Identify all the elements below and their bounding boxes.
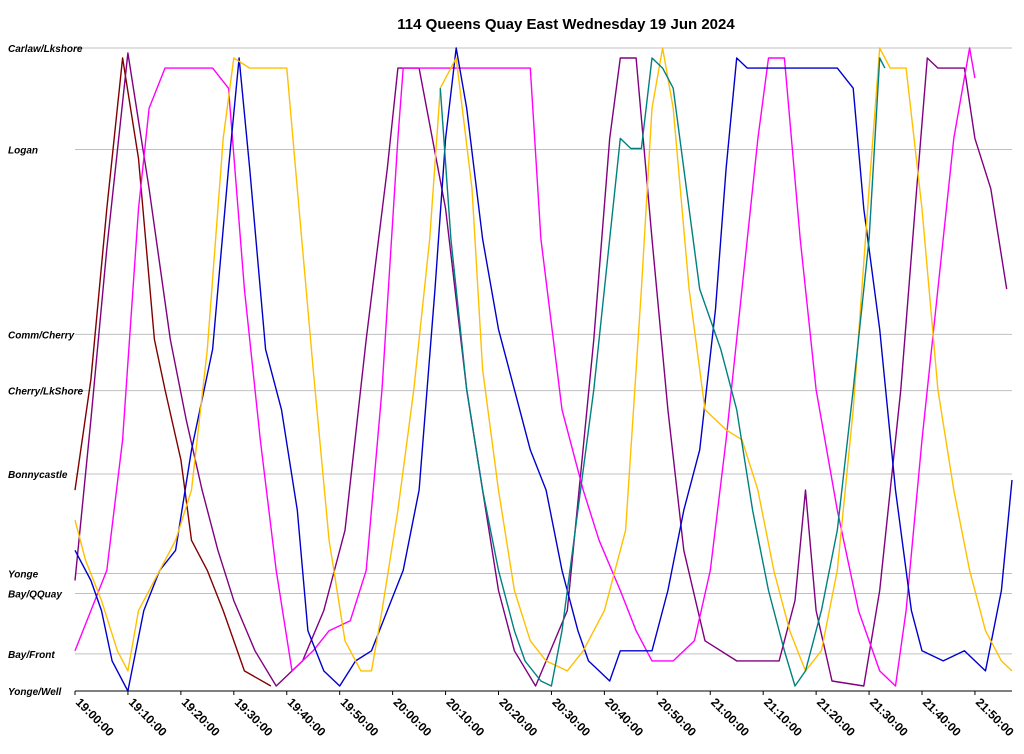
time-label: 21:20:00 (814, 695, 858, 739)
vehicle-trace-6 (439, 57, 886, 687)
chart-title: 114 Queens Quay East Wednesday 19 Jun 20… (397, 16, 735, 33)
time-labels: 19:00:00 19:10:00 19:20:00 19:30:00 19:40:00… (73, 691, 1017, 739)
stop-label-cherry-lkshore: Cherry/LkShore (8, 387, 83, 398)
stop-label-carlaw-lkshore: Carlaw/Lkshore (8, 44, 83, 55)
time-label: 19:10:00 (126, 695, 170, 739)
stop-label-yonge: Yonge (8, 569, 39, 580)
stop-label-bay-qquay: Bay/QQuay (8, 590, 62, 601)
series-lines (74, 47, 1013, 692)
vehicle-trace-1 (74, 57, 272, 687)
time-label: 19:40:00 (285, 695, 329, 739)
time-label: 20:20:00 (496, 695, 540, 739)
stop-label-bonnycastle: Bonnycastle (8, 470, 68, 481)
time-label: 20:00:00 (391, 695, 435, 739)
stop-label-logan: Logan (8, 145, 38, 156)
time-label: 20:40:00 (602, 695, 646, 739)
time-label: 19:20:00 (179, 695, 223, 739)
time-label: 21:30:00 (867, 695, 911, 739)
vehicle-trace-4 (74, 47, 1013, 692)
vehicle-trace-3 (74, 47, 976, 687)
stop-label-comm-cherry: Comm/Cherry (8, 330, 75, 341)
time-label: 20:50:00 (655, 695, 699, 739)
time-label: 19:50:00 (338, 695, 382, 739)
time-label: 20:30:00 (549, 695, 593, 739)
stop-labels: Yonge/Well Bay/Front Bay/QQuay Yonge Bonnyca… (8, 44, 83, 698)
plot-area (74, 47, 1013, 692)
time-label: 19:30:00 (232, 695, 276, 739)
stop-label-bay-front: Bay/Front (8, 650, 55, 661)
time-label: 21:00:00 (708, 695, 752, 739)
time-label: 20:10:00 (443, 695, 487, 739)
time-label: 21:10:00 (761, 695, 805, 739)
vehicle-trace-5 (74, 47, 1013, 672)
stop-label-yonge-well: Yonge/Well (8, 687, 62, 698)
stop-gridlines (75, 47, 1012, 655)
time-label: 19:00:00 (73, 695, 117, 739)
time-label: 21:50:00 (973, 695, 1017, 739)
vehicle-trace-2 (74, 52, 1008, 687)
time-label: 21:40:00 (920, 695, 964, 739)
